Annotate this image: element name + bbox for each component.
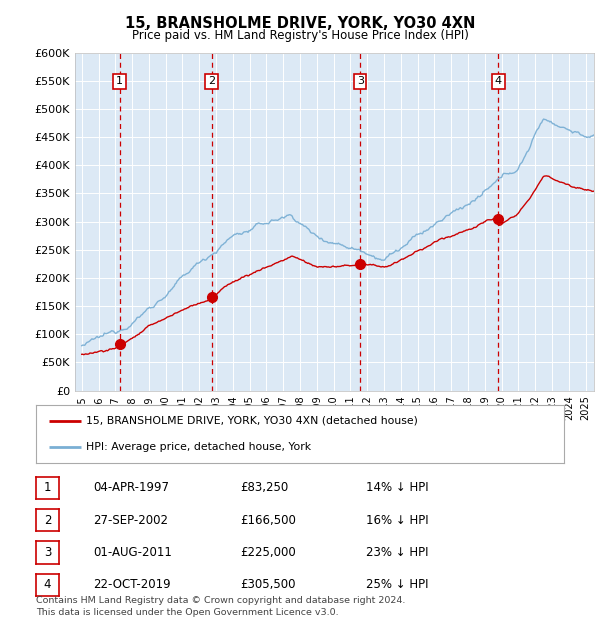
Text: 27-SEP-2002: 27-SEP-2002 — [93, 514, 168, 526]
Text: 2: 2 — [208, 76, 215, 86]
Text: 15, BRANSHOLME DRIVE, YORK, YO30 4XN (detached house): 15, BRANSHOLME DRIVE, YORK, YO30 4XN (de… — [86, 416, 418, 426]
Text: Price paid vs. HM Land Registry's House Price Index (HPI): Price paid vs. HM Land Registry's House … — [131, 29, 469, 42]
Text: 3: 3 — [356, 76, 364, 86]
Text: 1: 1 — [116, 76, 123, 86]
Text: 4: 4 — [495, 76, 502, 86]
Text: £225,000: £225,000 — [240, 546, 296, 559]
Text: 1: 1 — [44, 482, 51, 494]
Text: 14% ↓ HPI: 14% ↓ HPI — [366, 482, 428, 494]
Text: £83,250: £83,250 — [240, 482, 288, 494]
Text: 16% ↓ HPI: 16% ↓ HPI — [366, 514, 428, 526]
Text: 15, BRANSHOLME DRIVE, YORK, YO30 4XN: 15, BRANSHOLME DRIVE, YORK, YO30 4XN — [125, 16, 475, 30]
Text: 4: 4 — [44, 578, 51, 591]
Text: 01-AUG-2011: 01-AUG-2011 — [93, 546, 172, 559]
Text: 25% ↓ HPI: 25% ↓ HPI — [366, 578, 428, 591]
Text: Contains HM Land Registry data © Crown copyright and database right 2024.
This d: Contains HM Land Registry data © Crown c… — [36, 596, 406, 617]
Text: 22-OCT-2019: 22-OCT-2019 — [93, 578, 170, 591]
Text: 04-APR-1997: 04-APR-1997 — [93, 482, 169, 494]
Text: 23% ↓ HPI: 23% ↓ HPI — [366, 546, 428, 559]
Text: 3: 3 — [44, 546, 51, 559]
Text: HPI: Average price, detached house, York: HPI: Average price, detached house, York — [86, 442, 311, 452]
Text: £166,500: £166,500 — [240, 514, 296, 526]
Text: £305,500: £305,500 — [240, 578, 296, 591]
Text: 2: 2 — [44, 514, 51, 526]
